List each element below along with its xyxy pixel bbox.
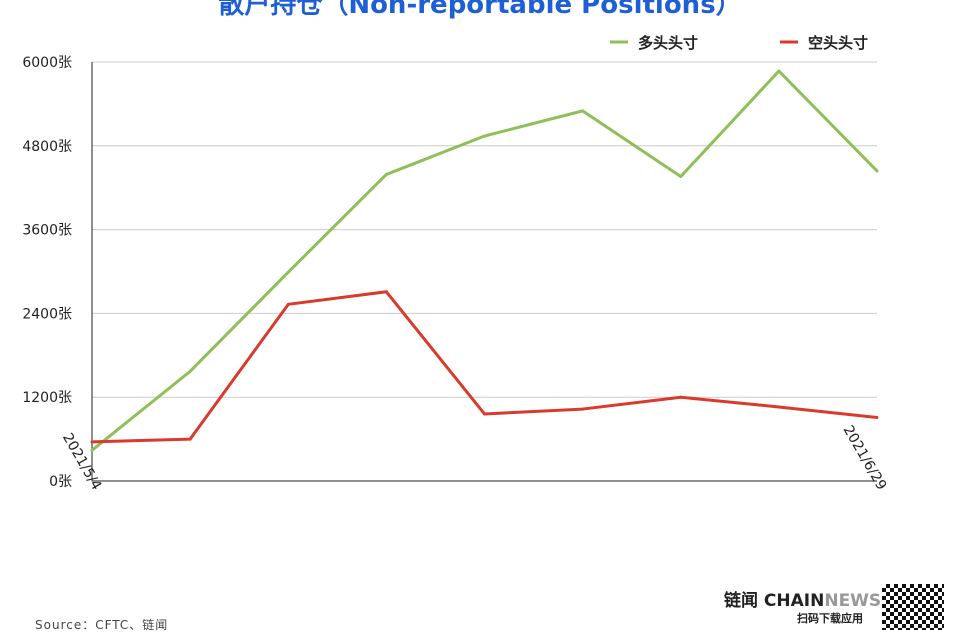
data-point [286,302,290,306]
brand-news: NEWS [824,591,882,611]
y-tick-label: 2400张 [22,306,72,322]
data-point [90,448,94,452]
scan-text: 扫码下载应用 [797,612,863,625]
y-tick-label: 0张 [49,474,72,490]
data-point [90,440,94,444]
data-point [483,412,486,416]
y-tick-label: 4800张 [22,139,72,155]
brand-logo: 链闻 CHAINNEWS [724,586,881,611]
data-point [679,175,683,179]
data-point [777,69,781,73]
data-point [581,109,585,113]
data-point [777,405,781,409]
chart-title: 散户持仓（Non-reportable Positions） [218,0,742,20]
y-tick-label: 1200张 [22,390,72,406]
data-point [286,270,290,274]
series-line [91,69,879,452]
y-tick-label: 6000张 [22,55,72,71]
data-point [679,395,683,399]
data-point [483,134,486,138]
data-point [384,290,388,294]
brand-chain: CHAIN [763,591,825,611]
data-point [581,407,585,411]
y-tick-label: 3600张 [22,223,72,239]
source-note: Source：CFTC、链闻 [35,618,169,632]
legend-label: 多头头寸 [638,34,698,52]
data-point [188,437,192,441]
x-tick-label: 2021/6/29 [840,423,890,493]
brand-cn: 链闻 [724,591,764,611]
qr-code[interactable] [882,584,944,630]
data-point [188,369,192,373]
data-point [875,169,879,173]
legend-label: 空头头寸 [808,34,868,52]
series-line [91,290,878,444]
data-point [384,172,388,176]
data-point [875,415,879,419]
